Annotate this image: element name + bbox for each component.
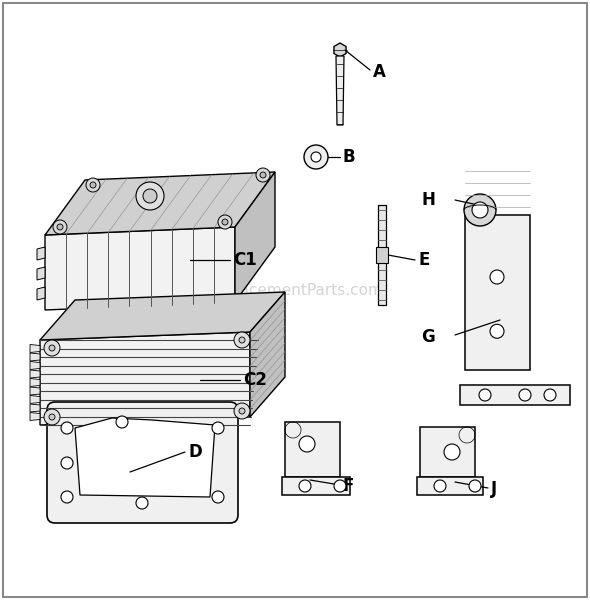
Polygon shape (37, 267, 45, 280)
Polygon shape (460, 385, 570, 405)
Circle shape (444, 444, 460, 460)
Circle shape (53, 220, 67, 234)
Text: ReplacementParts.com: ReplacementParts.com (206, 283, 384, 298)
Text: C1: C1 (233, 251, 257, 269)
Text: B: B (343, 148, 356, 166)
Circle shape (136, 182, 164, 210)
Circle shape (311, 152, 321, 162)
Circle shape (218, 215, 232, 229)
Circle shape (44, 409, 60, 425)
Circle shape (49, 345, 55, 351)
Circle shape (299, 480, 311, 492)
Polygon shape (30, 404, 40, 412)
Polygon shape (417, 477, 483, 495)
Polygon shape (30, 379, 40, 386)
Circle shape (136, 497, 148, 509)
Circle shape (222, 219, 228, 225)
Circle shape (90, 182, 96, 188)
Circle shape (472, 202, 488, 218)
Text: H: H (421, 191, 435, 209)
Circle shape (299, 436, 315, 452)
Polygon shape (45, 172, 275, 235)
Polygon shape (30, 395, 40, 403)
Circle shape (434, 480, 446, 492)
Polygon shape (30, 413, 40, 421)
Circle shape (49, 414, 55, 420)
Polygon shape (378, 205, 386, 305)
Circle shape (234, 403, 250, 419)
Circle shape (239, 408, 245, 414)
FancyBboxPatch shape (47, 402, 238, 523)
Polygon shape (282, 477, 350, 495)
Circle shape (143, 189, 157, 203)
Circle shape (61, 491, 73, 503)
Polygon shape (40, 332, 250, 425)
Circle shape (304, 145, 328, 169)
Circle shape (234, 332, 250, 348)
Polygon shape (465, 215, 530, 370)
Circle shape (490, 324, 504, 338)
Circle shape (86, 178, 100, 192)
Circle shape (260, 172, 266, 178)
Text: F: F (343, 477, 355, 495)
Circle shape (44, 340, 60, 356)
Text: G: G (421, 328, 435, 346)
Text: J: J (491, 480, 497, 498)
Circle shape (464, 194, 496, 226)
Text: E: E (418, 251, 430, 269)
Polygon shape (30, 353, 40, 361)
Circle shape (479, 389, 491, 401)
Polygon shape (30, 387, 40, 395)
Polygon shape (30, 344, 40, 352)
Polygon shape (250, 292, 285, 417)
Circle shape (519, 389, 531, 401)
Text: C2: C2 (243, 371, 267, 389)
Circle shape (469, 480, 481, 492)
Polygon shape (30, 361, 40, 370)
Polygon shape (37, 287, 45, 300)
Circle shape (61, 422, 73, 434)
Text: A: A (373, 63, 386, 81)
Circle shape (212, 422, 224, 434)
Polygon shape (45, 227, 235, 310)
Circle shape (490, 270, 504, 284)
Polygon shape (420, 427, 475, 477)
Circle shape (256, 168, 270, 182)
Polygon shape (40, 292, 285, 340)
Polygon shape (285, 422, 340, 477)
Polygon shape (235, 172, 275, 302)
Polygon shape (336, 56, 344, 125)
Polygon shape (376, 247, 388, 263)
Text: D: D (188, 443, 202, 461)
Circle shape (239, 337, 245, 343)
Circle shape (544, 389, 556, 401)
Circle shape (334, 480, 346, 492)
Circle shape (116, 416, 128, 428)
Polygon shape (30, 370, 40, 378)
Polygon shape (334, 43, 346, 57)
Circle shape (57, 224, 63, 230)
Circle shape (212, 491, 224, 503)
Circle shape (61, 457, 73, 469)
Polygon shape (75, 418, 215, 497)
Polygon shape (37, 247, 45, 260)
